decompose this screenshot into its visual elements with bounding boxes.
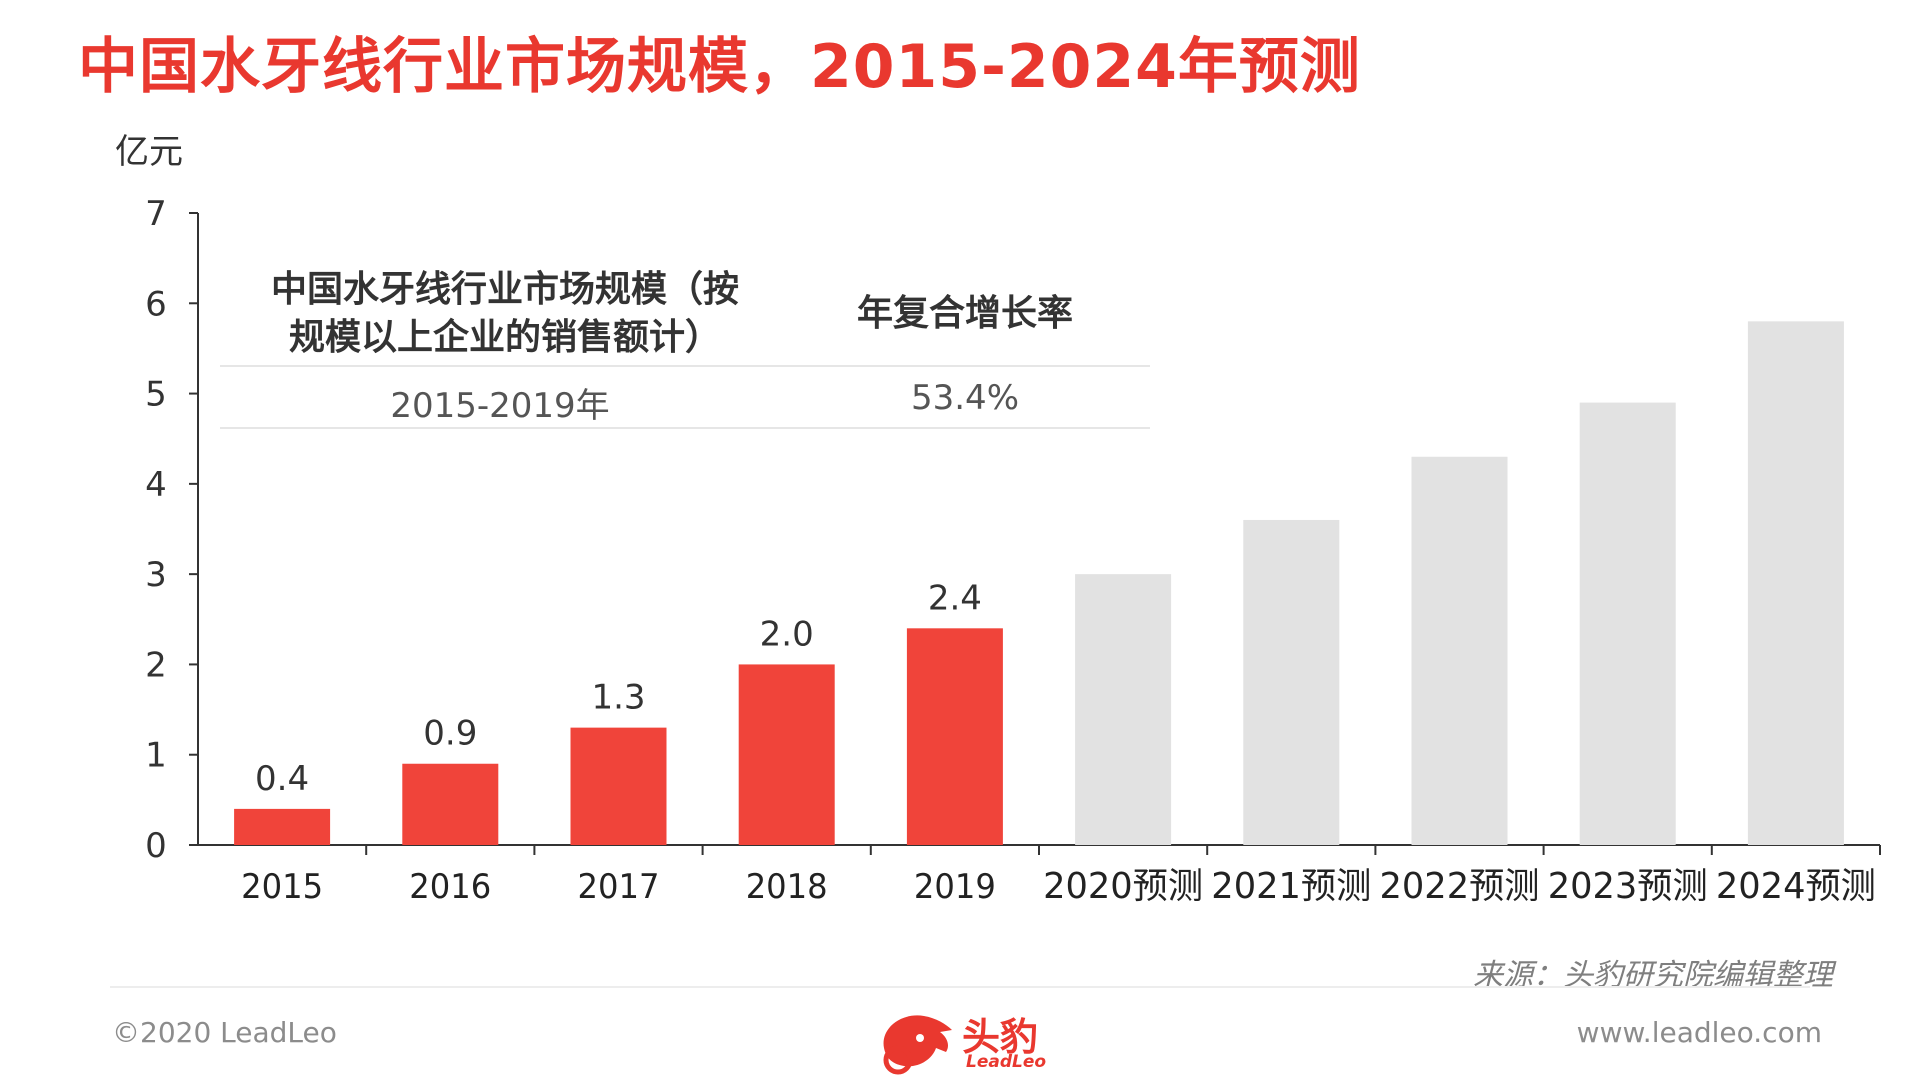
cagr-header-market: 中国水牙线行业市场规模（按 规模以上企业的销售额计）	[230, 266, 780, 362]
y-tick-label: 2	[145, 645, 167, 685]
bar-2016	[402, 763, 499, 845]
x-tick-label: 2019	[914, 867, 996, 907]
data-label: 2.4	[928, 578, 982, 618]
data-label: 2.0	[760, 614, 814, 654]
y-tick-label: 5	[145, 375, 167, 415]
page-title: 中国水牙线行业市场规模，2015-2024年预测	[78, 32, 1361, 102]
cagr-rate-value: 53.4%	[910, 378, 1019, 418]
bar-2015	[234, 808, 331, 845]
y-tick-label: 0	[145, 826, 167, 866]
x-tick-label: 2023预测	[1548, 866, 1708, 907]
x-tick-label: 2024预测	[1716, 866, 1876, 907]
bar-2024预测	[1747, 321, 1844, 845]
bar-2018	[738, 664, 835, 845]
logo-text: 头豹	[962, 1015, 1039, 1059]
y-tick-label: 4	[145, 465, 167, 505]
y-tick-label: 3	[145, 555, 167, 595]
x-tick-label: 2022预测	[1380, 866, 1540, 907]
bar-2023预测	[1579, 402, 1676, 845]
leadleo-logo: 头豹 LeadLeo	[866, 1000, 1066, 1080]
bar-2017	[570, 727, 667, 845]
y-tick-label: 7	[145, 194, 167, 234]
bar-2020预测	[1075, 574, 1172, 845]
logo-subtext: LeadLeo	[966, 1052, 1047, 1072]
data-label: 0.9	[423, 714, 477, 754]
cagr-header-line2: 规模以上企业的销售额计）	[288, 317, 721, 358]
bar-2019	[906, 628, 1003, 845]
x-tick-label: 2020预测	[1043, 866, 1203, 907]
x-tick-label: 2017	[578, 867, 660, 907]
copyright: ©2020 LeadLeo	[112, 1016, 337, 1049]
cagr-period: 2015-2019年	[390, 386, 610, 426]
footer-divider	[110, 986, 1810, 988]
leopard-icon	[883, 1015, 952, 1075]
data-label: 1.3	[591, 678, 645, 718]
website: www.leadleo.com	[1576, 1016, 1822, 1049]
cagr-table-bottom-line	[220, 427, 1150, 429]
cagr-header-rate: 年复合增长率	[856, 293, 1073, 334]
data-label: 0.4	[255, 759, 309, 799]
bar-2022预测	[1411, 456, 1508, 845]
y-axis-unit-label: 亿元	[115, 132, 183, 172]
bar-2021预测	[1243, 519, 1340, 845]
cagr-header-line1: 中国水牙线行业市场规模（按	[270, 269, 739, 310]
x-tick-label: 2015	[241, 867, 323, 907]
y-tick-label: 6	[145, 284, 167, 324]
x-tick-label: 2018	[746, 867, 828, 907]
x-tick-label: 2021预测	[1211, 866, 1371, 907]
y-tick-label: 1	[145, 736, 167, 776]
x-tick-label: 2016	[409, 867, 491, 907]
cagr-table-divider	[220, 365, 1150, 367]
